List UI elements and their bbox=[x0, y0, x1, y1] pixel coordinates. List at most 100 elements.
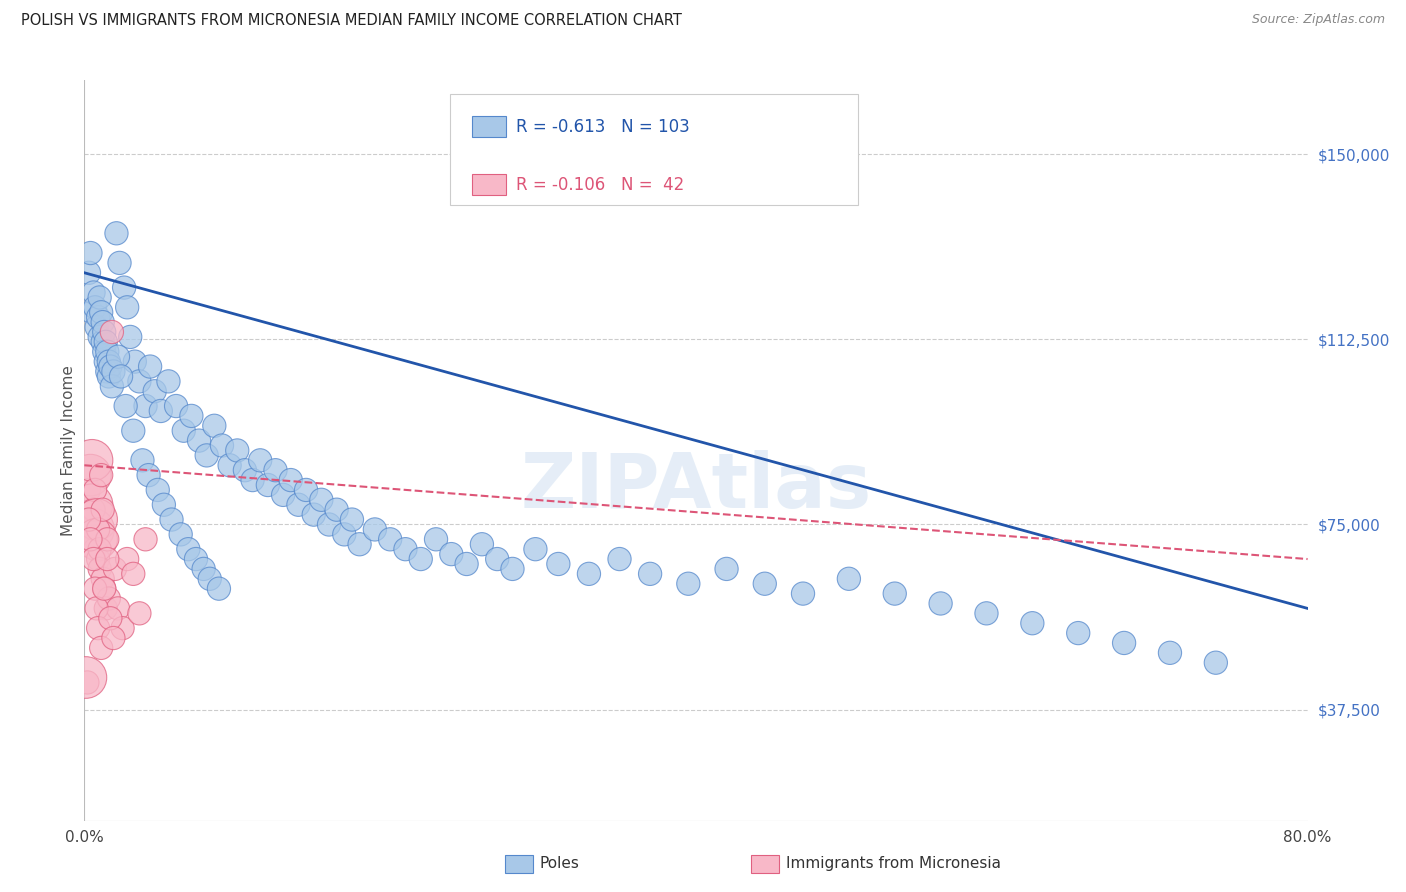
Point bbox=[96, 552, 118, 566]
Point bbox=[93, 582, 115, 596]
Point bbox=[86, 320, 108, 334]
Point bbox=[96, 344, 118, 359]
Point bbox=[135, 399, 157, 413]
Point bbox=[271, 488, 294, 502]
Point bbox=[754, 576, 776, 591]
Point bbox=[302, 508, 325, 522]
Point bbox=[440, 547, 463, 561]
Point bbox=[578, 566, 600, 581]
Y-axis label: Median Family Income: Median Family Income bbox=[60, 365, 76, 536]
Text: POLISH VS IMMIGRANTS FROM MICRONESIA MEDIAN FAMILY INCOME CORRELATION CHART: POLISH VS IMMIGRANTS FROM MICRONESIA MED… bbox=[21, 13, 682, 29]
Point bbox=[77, 266, 100, 280]
Point bbox=[188, 434, 211, 448]
Text: R = -0.106   N =  42: R = -0.106 N = 42 bbox=[516, 176, 685, 194]
Point bbox=[83, 552, 105, 566]
Point bbox=[87, 523, 110, 537]
Point bbox=[716, 562, 738, 576]
Point bbox=[75, 671, 97, 685]
Point bbox=[120, 330, 142, 344]
Point bbox=[242, 473, 264, 487]
Point bbox=[84, 542, 107, 557]
Point bbox=[1067, 626, 1090, 640]
Point bbox=[318, 517, 340, 532]
Point bbox=[170, 527, 193, 541]
Point bbox=[295, 483, 318, 497]
Text: ZIPAtlas: ZIPAtlas bbox=[520, 450, 872, 524]
Point bbox=[122, 424, 145, 438]
Point bbox=[280, 473, 302, 487]
Point bbox=[93, 582, 115, 596]
Point bbox=[153, 498, 176, 512]
Point bbox=[111, 621, 134, 635]
Point bbox=[91, 334, 114, 349]
Point bbox=[107, 601, 129, 615]
Point bbox=[84, 301, 107, 315]
Point bbox=[83, 502, 105, 516]
Point bbox=[104, 562, 127, 576]
Point bbox=[101, 379, 124, 393]
Point bbox=[226, 443, 249, 458]
Point bbox=[177, 542, 200, 557]
Point bbox=[976, 607, 998, 621]
Point bbox=[80, 498, 103, 512]
Point bbox=[91, 572, 114, 586]
Point bbox=[86, 512, 108, 526]
Point bbox=[173, 424, 195, 438]
Point bbox=[128, 375, 150, 389]
Point bbox=[93, 344, 115, 359]
Text: Poles: Poles bbox=[540, 856, 579, 871]
Point bbox=[76, 675, 98, 690]
Point bbox=[122, 566, 145, 581]
Point bbox=[160, 512, 183, 526]
Point bbox=[86, 601, 108, 615]
Point bbox=[87, 552, 110, 566]
Point bbox=[409, 552, 432, 566]
Point bbox=[202, 418, 225, 433]
Point bbox=[90, 468, 112, 483]
Point bbox=[90, 640, 112, 655]
Point bbox=[838, 572, 860, 586]
Point bbox=[89, 562, 111, 576]
Point bbox=[165, 399, 187, 413]
Point bbox=[77, 483, 100, 497]
Point bbox=[89, 290, 111, 304]
Point bbox=[547, 557, 569, 571]
Point bbox=[96, 364, 118, 378]
Point bbox=[394, 542, 416, 557]
Point bbox=[115, 301, 138, 315]
Point bbox=[380, 533, 402, 547]
Text: Source: ZipAtlas.com: Source: ZipAtlas.com bbox=[1251, 13, 1385, 27]
Point bbox=[157, 375, 180, 389]
Point bbox=[83, 523, 105, 537]
Point bbox=[364, 523, 387, 537]
Point bbox=[149, 404, 172, 418]
Point bbox=[91, 502, 114, 516]
Point bbox=[184, 552, 207, 566]
Point bbox=[792, 586, 814, 600]
Point bbox=[84, 483, 107, 497]
Point bbox=[139, 359, 162, 374]
Point bbox=[89, 330, 111, 344]
Point bbox=[1114, 636, 1136, 650]
Point bbox=[264, 463, 287, 477]
Point bbox=[524, 542, 547, 557]
Point bbox=[94, 334, 117, 349]
Point bbox=[89, 542, 111, 557]
Point bbox=[98, 359, 121, 374]
Point bbox=[143, 384, 166, 399]
Point bbox=[87, 621, 110, 635]
Point bbox=[112, 280, 135, 294]
Point bbox=[97, 591, 120, 606]
Point bbox=[211, 438, 233, 452]
Point bbox=[257, 478, 280, 492]
Point bbox=[198, 572, 221, 586]
Text: Immigrants from Micronesia: Immigrants from Micronesia bbox=[786, 856, 1001, 871]
Text: R = -0.613   N = 103: R = -0.613 N = 103 bbox=[516, 118, 690, 136]
Point bbox=[311, 492, 333, 507]
Point bbox=[128, 607, 150, 621]
Point bbox=[195, 449, 218, 463]
Point bbox=[79, 246, 101, 260]
Point bbox=[678, 576, 700, 591]
Point bbox=[101, 325, 124, 339]
Point bbox=[110, 369, 132, 384]
